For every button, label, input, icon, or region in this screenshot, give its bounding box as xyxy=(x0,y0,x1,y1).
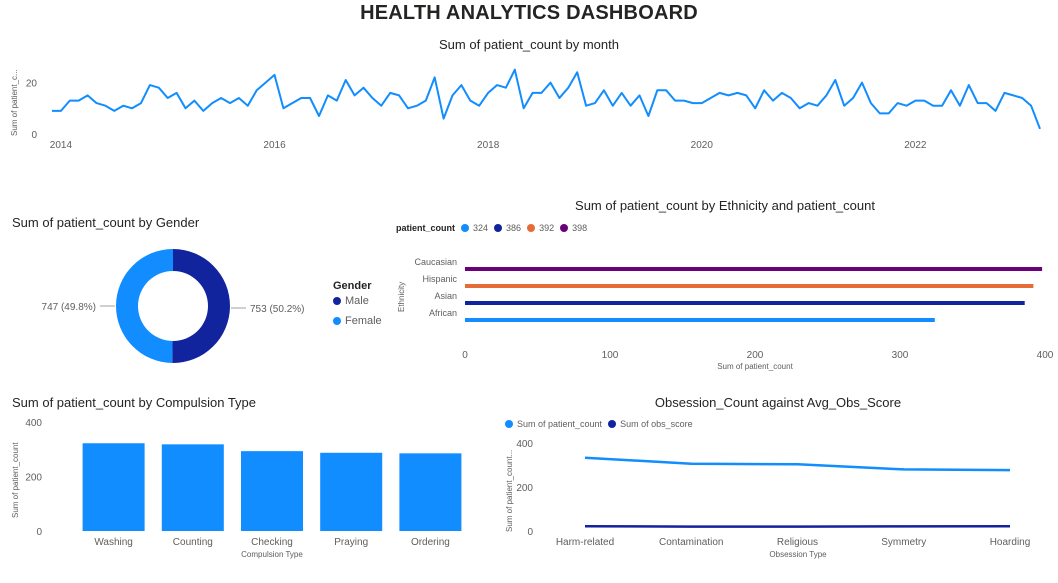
ethnicity-legend-386[interactable]: 386 xyxy=(494,223,521,233)
ethnicity-legend: patient_count 324 386 392 398 xyxy=(396,223,587,233)
ethnicity-legend-324[interactable]: 324 xyxy=(461,223,488,233)
monthly-x-tick-2018: 2018 xyxy=(477,140,500,151)
obsession-legend: Sum of patient_count Sum of obs_score xyxy=(505,419,693,429)
ethnicity-x-tick-4: 400 xyxy=(1037,350,1054,361)
ethnicity-x-tick-0: 0 xyxy=(462,350,468,361)
compulsion-label-washing: Washing xyxy=(94,537,133,548)
gender-legend: Gender Male Female xyxy=(333,280,382,327)
ethnicity-legend-398[interactable]: 398 xyxy=(560,223,587,233)
monthly-x-tick-2022: 2022 xyxy=(904,140,927,151)
ethnicity-x-tick-1: 100 xyxy=(602,350,619,361)
monthly-x-tick-2014: 2014 xyxy=(50,140,73,151)
male-legend-label: Male xyxy=(345,295,369,307)
gender-slice-male xyxy=(172,249,230,363)
ethnicity-label-african: African xyxy=(429,308,457,318)
ethnicity-bar-african xyxy=(465,318,935,322)
legend-label-392: 392 xyxy=(539,223,555,233)
compulsion-y-axis-label: Sum of patient_count xyxy=(11,442,20,518)
compulsion-chart-title: Sum of patient_count by Compulsion Type xyxy=(12,395,257,410)
legend-label-398: 398 xyxy=(572,223,588,233)
gender-legend-title: Gender xyxy=(333,280,372,292)
ethnicity-y-axis-label: Ethnicity xyxy=(397,282,406,312)
compulsion-y-tick-0: 0 xyxy=(36,527,42,538)
obsession-y-tick-2: 400 xyxy=(516,439,533,450)
female-legend-dot xyxy=(333,317,341,325)
obsession-series-line-0 xyxy=(584,456,1011,472)
monthly-y-axis-label: Sum of patient_c... xyxy=(10,69,19,136)
ethnicity-chart-title: Sum of patient_count by Ethnicity and pa… xyxy=(575,198,875,213)
female-slice-label: 747 (49.8%) xyxy=(42,302,96,313)
ethnicity-label-hispanic: Hispanic xyxy=(422,274,457,284)
legend-dot-392 xyxy=(527,224,536,232)
compulsion-label-counting: Counting xyxy=(173,537,213,548)
compulsion-x-axis-label: Compulsion Type xyxy=(241,550,303,559)
compulsion-label-checking: Checking xyxy=(251,537,293,548)
compulsion-y-tick-2: 400 xyxy=(25,418,42,429)
legend-dot-patient-count xyxy=(505,420,513,428)
dashboard-title: HEALTH ANALYTICS DASHBOARD xyxy=(360,2,698,24)
obsession-label-hoarding: Hoarding xyxy=(990,537,1031,548)
obsession-label-religious: Religious xyxy=(777,537,818,548)
legend-label-obs-score: Sum of obs_score xyxy=(620,419,693,429)
ethnicity-bar-asian xyxy=(465,301,1025,305)
gender-chart-title: Sum of patient_count by Gender xyxy=(12,215,200,230)
monthly-series-line xyxy=(52,68,1041,130)
compulsion-bar-counting xyxy=(161,444,224,531)
legend-dot-obs-score xyxy=(608,420,617,428)
monthly-y-tick-0: 0 xyxy=(31,130,37,141)
ethnicity-x-tick-3: 300 xyxy=(892,350,909,361)
ethnicity-x-tick-2: 200 xyxy=(747,350,764,361)
obsession-label-symmetry: Symmetry xyxy=(881,537,926,548)
legend-dot-386 xyxy=(494,224,503,232)
monthly-x-tick-2016: 2016 xyxy=(263,140,286,151)
ethnicity-legend-title: patient_count xyxy=(396,223,456,233)
obsession-x-axis-label: Obsession Type xyxy=(769,550,827,559)
ethnicity-x-axis-label: Sum of patient_count xyxy=(717,362,793,371)
monthly-x-tick-2020: 2020 xyxy=(691,140,714,151)
legend-dot-324 xyxy=(461,224,470,232)
monthly-y-tick-1: 20 xyxy=(26,79,38,90)
compulsion-y-tick-1: 200 xyxy=(25,473,42,484)
gender-legend-male[interactable]: Male xyxy=(333,295,382,307)
compulsion-bar-washing xyxy=(82,443,145,531)
obsession-legend-patient-count[interactable]: Sum of patient_count xyxy=(505,419,602,429)
compulsion-bar-checking xyxy=(241,451,303,531)
compulsion-bar-praying xyxy=(320,452,383,531)
compulsion-label-praying: Praying xyxy=(334,537,368,548)
female-legend-label: Female xyxy=(345,315,382,327)
obsession-y-axis-label: Sum of patient_count... xyxy=(505,450,514,532)
obsession-label-contamination: Contamination xyxy=(659,537,723,548)
male-legend-dot xyxy=(333,297,341,305)
gender-slice-female xyxy=(115,248,173,363)
ethnicity-bar-hispanic xyxy=(465,284,1034,288)
compulsion-bar-ordering xyxy=(399,453,462,531)
obsession-label-harm-related: Harm-related xyxy=(556,537,614,548)
compulsion-label-ordering: Ordering xyxy=(411,537,450,548)
legend-label-386: 386 xyxy=(506,223,522,233)
gender-legend-female[interactable]: Female xyxy=(333,315,382,327)
ethnicity-bar-caucasian xyxy=(465,267,1043,271)
legend-label-324: 324 xyxy=(473,223,489,233)
legend-dot-398 xyxy=(560,224,569,232)
obsession-y-tick-0: 0 xyxy=(527,527,533,538)
obsession-chart-title: Obsession_Count against Avg_Obs_Score xyxy=(654,395,902,410)
ethnicity-label-asian: Asian xyxy=(434,291,457,301)
monthly-chart-title: Sum of patient_count by month xyxy=(439,37,619,52)
obsession-y-tick-1: 200 xyxy=(516,483,533,494)
ethnicity-label-caucasian: Caucasian xyxy=(414,257,457,267)
legend-label-patient-count: Sum of patient_count xyxy=(517,419,603,429)
male-slice-label: 753 (50.2%) xyxy=(250,304,304,315)
ethnicity-legend-392[interactable]: 392 xyxy=(527,223,554,233)
obsession-legend-obs-score[interactable]: Sum of obs_score xyxy=(608,419,693,429)
